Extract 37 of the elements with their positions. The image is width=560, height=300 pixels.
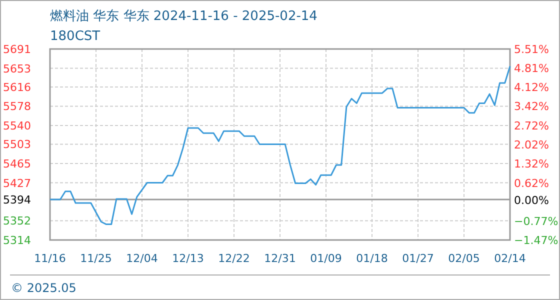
x-tick-label: 12/31 [264,252,296,265]
line-series [49,65,511,226]
y-tick-label: 5653 [3,62,31,76]
x-tick-label: 12/04 [126,252,158,265]
y-tick-label: 5465 [3,158,31,170]
y-tick-label: 5578 [3,100,31,114]
y-tick-label: 5352 [3,214,31,228]
y-tick-label: 5691 [3,43,31,56]
y-tick-label: 5540 [3,120,31,132]
x-tick-label: 01/18 [356,252,388,265]
y2-tick-label: 5.51% [514,43,549,56]
y2-tick-label: −1.47% [514,234,558,247]
y-tick-label: 5616 [3,80,31,94]
x-tick-label: 01/09 [310,252,342,265]
x-tick-label: 11/25 [80,252,112,265]
y2-tick-label: 1.32% [514,158,549,171]
x-tick-label: 02/14 [494,252,526,265]
x-tick-label: 11/16 [34,252,66,265]
y2-tick-label: 4.12% [514,81,549,94]
y-tick-label: 5314 [3,234,31,247]
y2-tick-label: −0.77% [514,214,558,228]
y2-tick-label: 2.02% [514,138,549,152]
text: © 2025.05 [11,281,76,295]
y2-tick-label: 3.42% [514,100,549,114]
chart-title: 燃料油 华东 华东 2024-11-16 - 2025-02-14 [50,9,318,24]
x-tick-label: 02/05 [448,252,480,265]
x-tick-label: 01/27 [402,252,434,265]
y2-tick-label: 2.72% [514,119,549,132]
chart-subtitle: 180CST [50,29,100,44]
y-tick-label: 5503 [3,138,31,152]
x-tick-label: 12/22 [218,252,250,265]
y2-tick-label: 4.81% [514,62,549,76]
y-tick-label: 5394 [3,193,31,206]
y2-tick-label: 0.00% [514,194,549,207]
y-tick-label: 5427 [3,176,31,190]
y2-tick-label: 0.62% [514,176,549,190]
x-tick-label: 12/13 [172,252,204,265]
